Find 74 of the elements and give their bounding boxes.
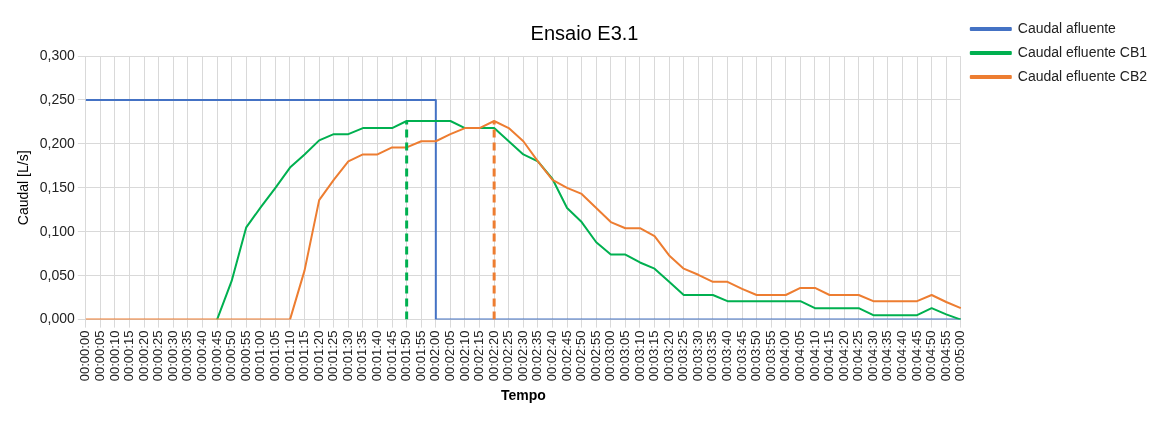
x-tick-label: 00:04:15	[821, 330, 837, 382]
x-tick-label: 00:01:10	[281, 330, 297, 382]
x-tick-label: 00:00:30	[164, 330, 180, 382]
x-tick-label: 00:04:00	[777, 330, 793, 382]
x-tick-label: 00:01:15	[296, 330, 312, 382]
x-tick-label: 00:02:30	[514, 330, 530, 382]
y-tick-label: 0,200	[39, 134, 76, 151]
x-tick-label: 00:04:10	[806, 330, 822, 382]
x-tick-label: 00:02:00	[427, 330, 443, 382]
x-tick-label: 00:01:25	[325, 330, 341, 382]
x-tick-label: 00:05:00	[952, 330, 968, 382]
x-tick-label: 00:00:20	[135, 330, 151, 382]
x-tick-label: 00:04:25	[850, 330, 866, 382]
x-tick-label: 00:00:55	[237, 330, 253, 382]
x-tick-label: 00:04:55	[937, 330, 953, 382]
x-axis-title: Tempo	[500, 387, 546, 404]
x-tick-label: 00:03:20	[660, 330, 676, 382]
x-tick-label: 00:02:05	[441, 330, 457, 382]
x-tick-label: 00:03:50	[748, 330, 764, 382]
x-tick-label: 00:03:10	[631, 330, 647, 382]
y-tick-label: 0,250	[39, 90, 76, 107]
x-tick-label: 00:02:20	[485, 330, 501, 382]
x-tick-label: 00:01:20	[310, 330, 326, 382]
y-axis-title: Caudal [L/s]	[15, 150, 32, 226]
x-tick-label: 00:02:25	[500, 330, 516, 382]
y-tick-label: 0,050	[39, 266, 76, 283]
chart-title: Ensaio E3.1	[530, 21, 639, 44]
x-tick-label: 00:01:40	[369, 330, 385, 382]
x-tick-label: 00:01:50	[398, 330, 414, 382]
legend-label: Caudal efluente CB2	[1017, 67, 1148, 84]
x-tick-label: 00:03:00	[602, 330, 618, 382]
x-tick-label: 00:02:45	[558, 330, 574, 382]
x-tick-label: 00:00:15	[121, 330, 137, 382]
x-tick-label: 00:01:55	[412, 330, 428, 382]
x-tick-label: 00:02:35	[529, 330, 545, 382]
x-tick-label: 00:00:00	[77, 330, 93, 382]
x-tick-label: 00:01:45	[383, 330, 399, 382]
y-tick-label: 0,100	[39, 222, 76, 239]
x-tick-label: 00:02:10	[456, 330, 472, 382]
x-tick-label: 00:02:40	[544, 330, 560, 382]
x-tick-label: 00:00:10	[106, 330, 122, 382]
x-tick-label: 00:00:25	[150, 330, 166, 382]
x-tick-label: 00:02:55	[587, 330, 603, 382]
x-tick-label: 00:00:45	[208, 330, 224, 382]
x-tick-label: 00:03:15	[646, 330, 662, 382]
x-tick-label: 00:04:45	[908, 330, 924, 382]
x-tick-label: 00:03:30	[689, 330, 705, 382]
x-tick-label: 00:00:35	[179, 330, 195, 382]
x-tick-label: 00:03:45	[733, 330, 749, 382]
x-tick-label: 00:00:05	[92, 330, 107, 382]
x-tick-label: 00:02:50	[573, 330, 589, 382]
x-tick-label: 00:04:35	[879, 330, 895, 382]
x-tick-label: 00:00:40	[194, 330, 210, 382]
x-tick-label: 00:03:35	[704, 330, 720, 382]
x-tick-label: 00:03:40	[719, 330, 735, 382]
legend-label: Caudal efluente CB1	[1017, 43, 1148, 60]
x-tick-label: 00:03:25	[675, 330, 691, 382]
x-tick-label: 00:00:50	[223, 330, 239, 382]
x-tick-label: 00:04:05	[791, 330, 807, 382]
legend-label: Caudal afluente	[1017, 19, 1117, 36]
x-tick-label: 00:04:50	[923, 330, 939, 382]
x-tick-label: 00:01:35	[354, 330, 370, 382]
x-tick-label: 00:01:00	[252, 330, 268, 382]
x-tick-label: 00:03:55	[762, 330, 778, 382]
x-tick-label: 00:01:30	[339, 330, 355, 382]
x-tick-label: 00:04:20	[835, 330, 851, 382]
x-tick-label: 00:01:05	[266, 330, 282, 382]
x-tick-label: 00:04:30	[864, 330, 880, 382]
x-tick-label: 00:02:15	[471, 330, 487, 382]
y-tick-label: 0,150	[39, 178, 76, 195]
y-tick-label: 0,300	[39, 46, 76, 63]
y-tick-label: 0,000	[39, 310, 76, 327]
x-tick-label: 00:04:40	[894, 330, 910, 382]
x-tick-label: 00:03:05	[616, 330, 632, 382]
